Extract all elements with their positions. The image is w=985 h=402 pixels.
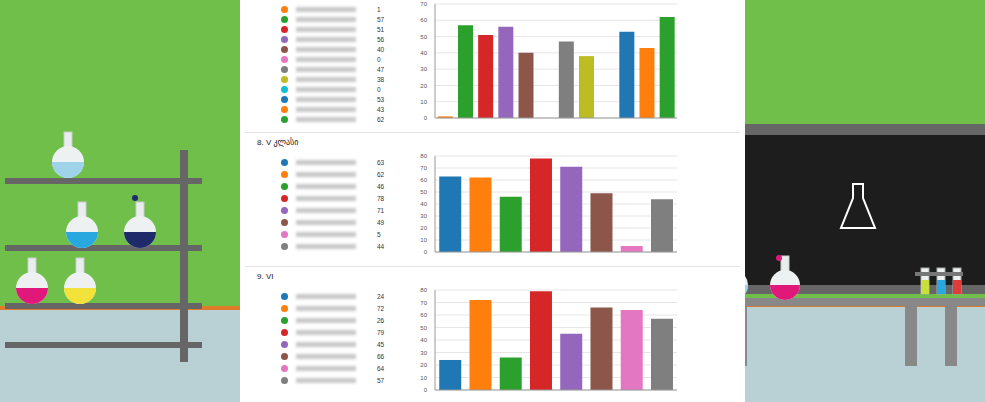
html-text:64: 64 xyxy=(377,364,385,372)
html-text:43: 43 xyxy=(377,105,385,113)
svg-text:60: 60 xyxy=(420,177,427,183)
svg-text:20: 20 xyxy=(420,362,427,368)
svg-text:50: 50 xyxy=(420,189,427,195)
svg-text:40: 40 xyxy=(420,337,427,343)
svg-text:20: 20 xyxy=(420,225,427,231)
svg-text:40: 40 xyxy=(420,50,427,56)
svg-text:30: 30 xyxy=(420,213,427,219)
html-text:62: 62 xyxy=(377,170,385,178)
svg-text:70: 70 xyxy=(420,300,427,306)
svg-text:30: 30 xyxy=(420,66,427,72)
html-text:38: 38 xyxy=(377,75,385,83)
html-text:46: 46 xyxy=(377,182,385,190)
html-text:72: 72 xyxy=(377,304,385,312)
svg-text:10: 10 xyxy=(420,237,427,243)
html-text:57: 57 xyxy=(377,15,385,23)
svg-text:20: 20 xyxy=(420,83,427,89)
html-text:1: 1 xyxy=(377,5,381,13)
svg-text:80: 80 xyxy=(420,153,427,159)
html-text:79: 79 xyxy=(377,328,385,336)
html-text:53: 53 xyxy=(377,95,385,103)
html-text:5: 5 xyxy=(377,230,381,238)
html-text:0: 0 xyxy=(377,55,381,63)
svg-text:60: 60 xyxy=(420,312,427,318)
svg-text:60: 60 xyxy=(420,17,427,23)
html-text:49: 49 xyxy=(377,218,385,226)
html-text:26: 26 xyxy=(377,316,385,324)
svg-text:50: 50 xyxy=(420,34,427,40)
svg-text:70: 70 xyxy=(420,165,427,171)
html-text:66: 66 xyxy=(377,352,385,360)
html-text:56: 56 xyxy=(377,35,385,43)
html-text:57: 57 xyxy=(377,376,385,384)
html-text:44: 44 xyxy=(377,242,385,250)
html-text:9. VI: 9. VI xyxy=(257,272,274,281)
svg-text:50: 50 xyxy=(420,325,427,331)
html-text:63: 63 xyxy=(377,158,385,166)
svg-text:30: 30 xyxy=(420,350,427,356)
html-text:47: 47 xyxy=(377,65,385,73)
svg-text:0: 0 xyxy=(424,249,428,255)
html-text:0: 0 xyxy=(377,85,381,93)
svg-text:40: 40 xyxy=(420,201,427,207)
html-text:45: 45 xyxy=(377,340,385,348)
html-text:8. V კლასი: 8. V კლასი xyxy=(257,138,299,147)
svg-text:0: 0 xyxy=(424,115,428,121)
html-text:78: 78 xyxy=(377,194,385,202)
svg-text:10: 10 xyxy=(420,99,427,105)
html-text:62: 62 xyxy=(377,115,385,123)
svg-text:0: 0 xyxy=(424,387,428,393)
svg-text:70: 70 xyxy=(420,1,427,7)
html-text:24: 24 xyxy=(377,292,385,300)
html-text:51: 51 xyxy=(377,25,385,33)
html-text:71: 71 xyxy=(377,206,385,214)
html-text:40: 40 xyxy=(377,45,385,53)
svg-text:10: 10 xyxy=(420,375,427,381)
svg-text:80: 80 xyxy=(420,287,427,293)
